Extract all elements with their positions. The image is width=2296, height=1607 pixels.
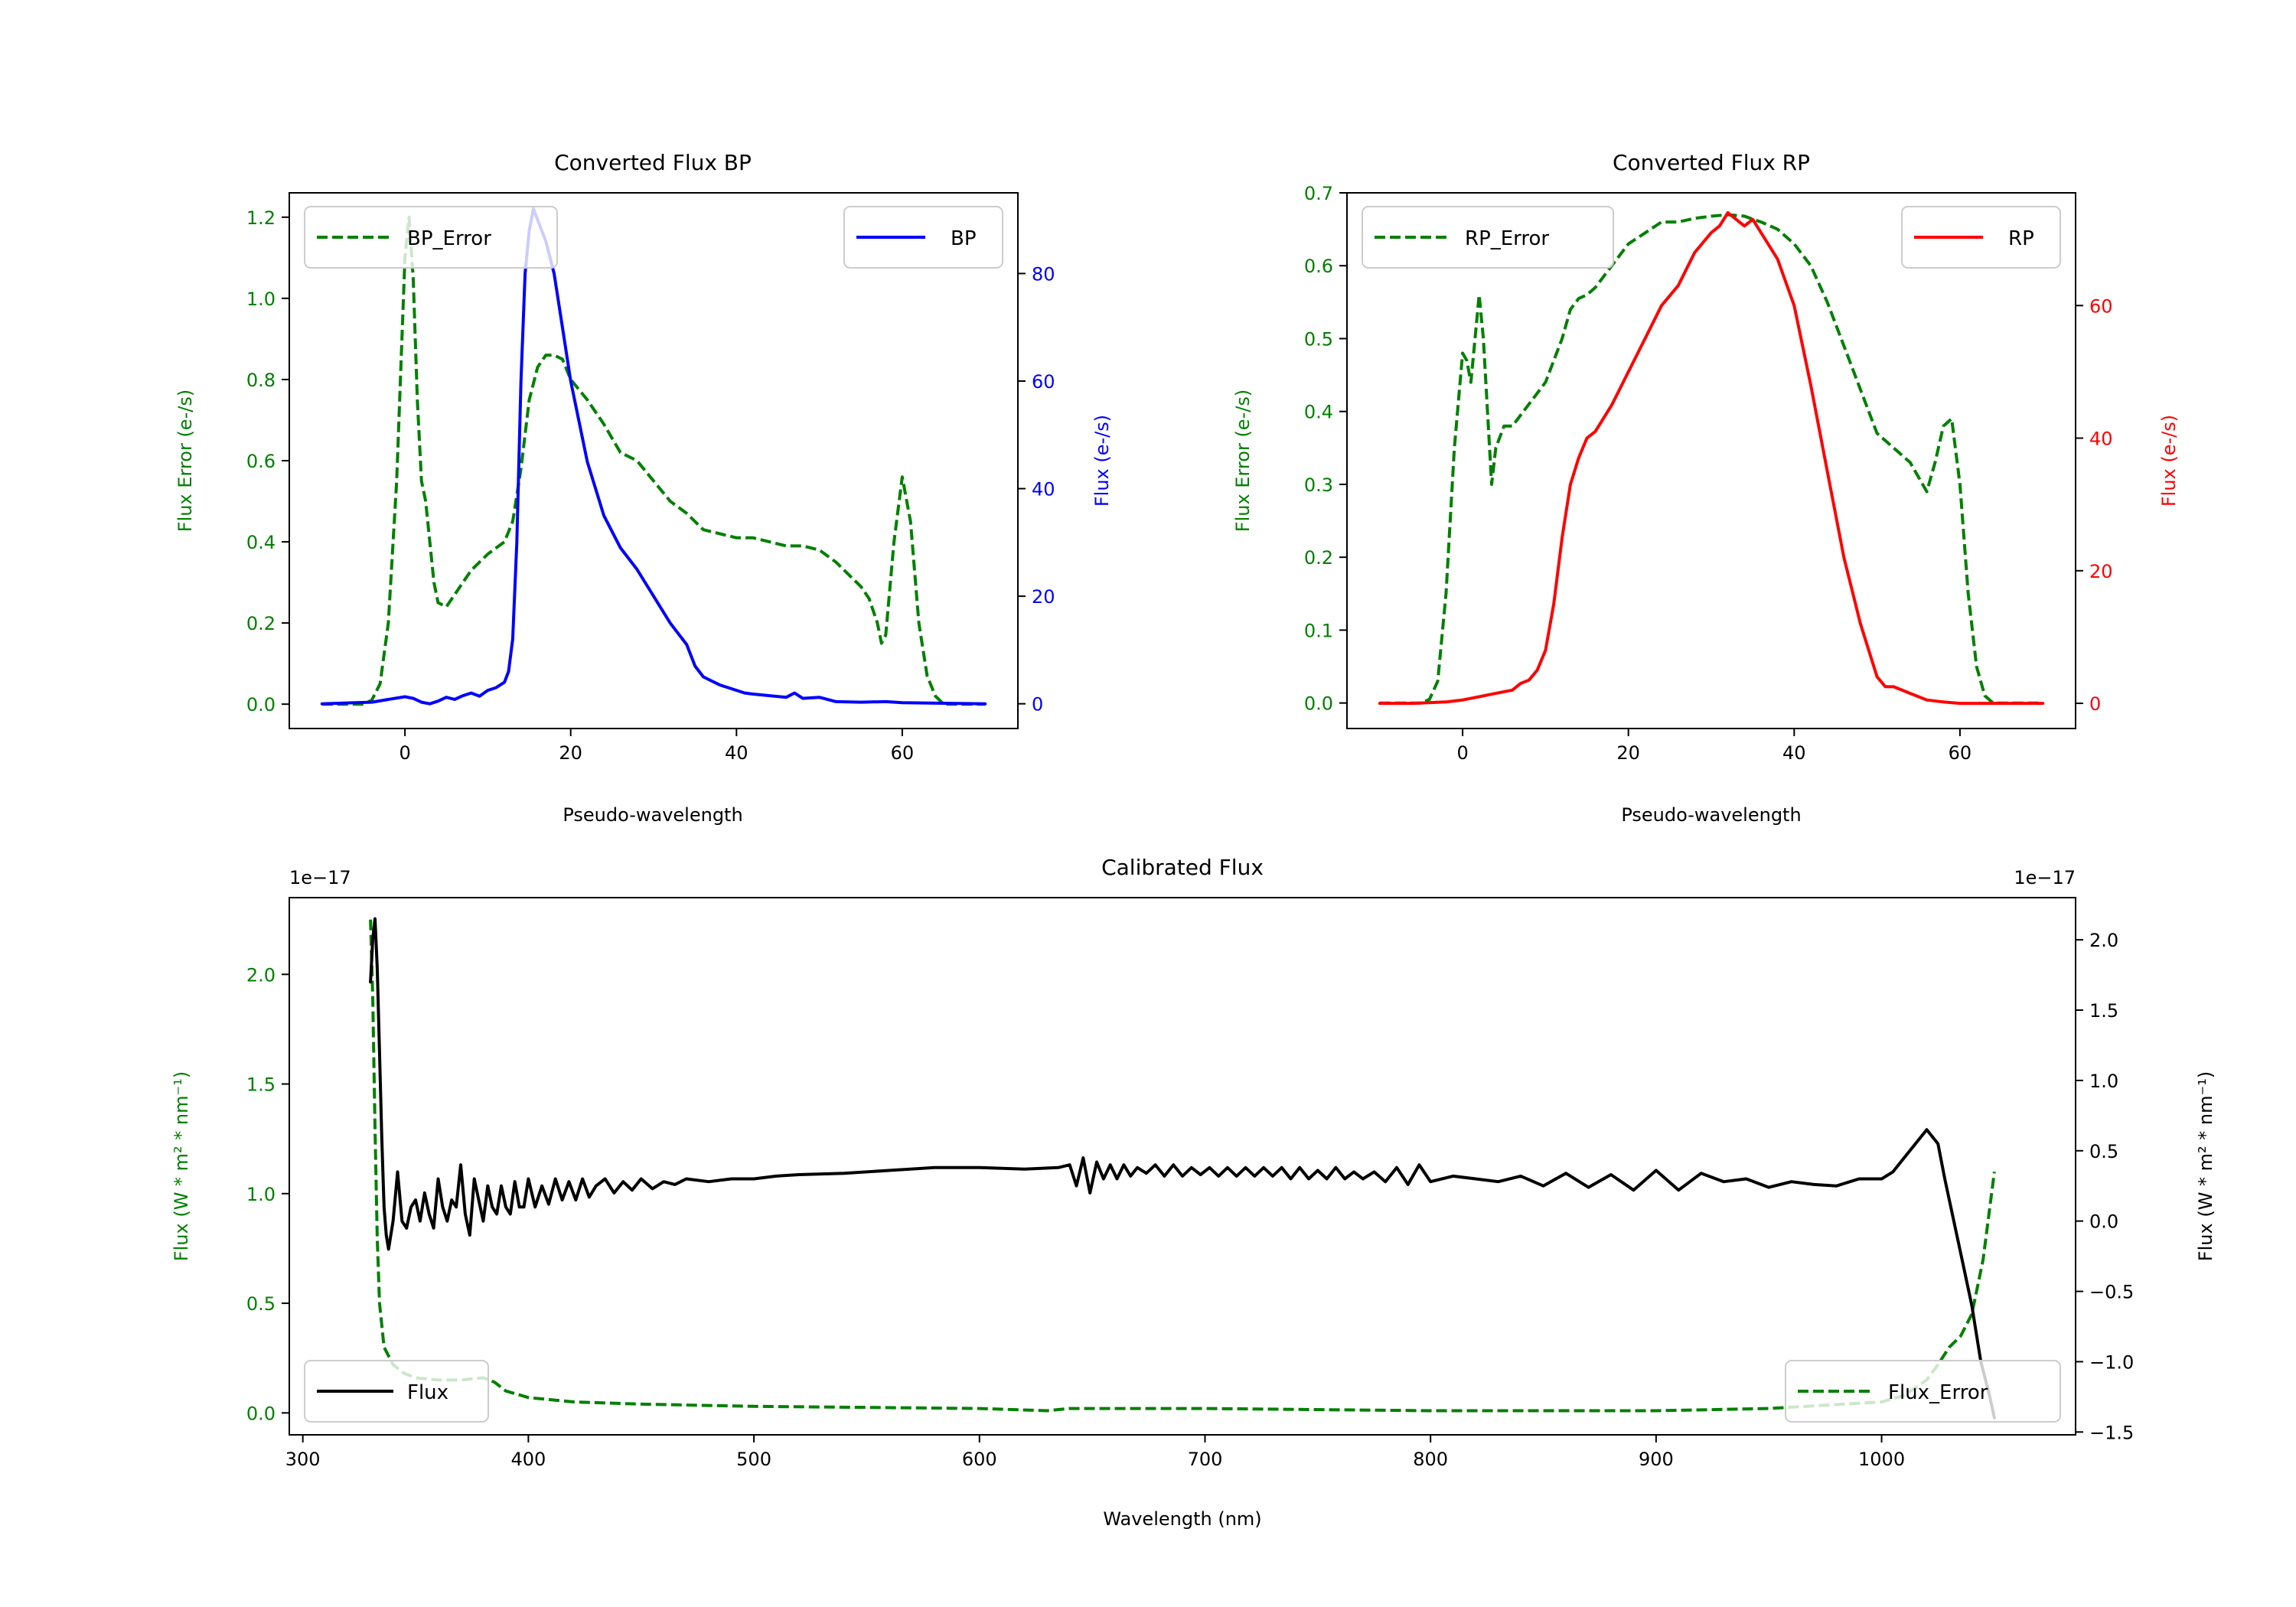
cal-ytick-left-label: 1.5 xyxy=(246,1074,276,1096)
cal-xtick-label: 600 xyxy=(962,1449,997,1470)
bp-xtick-label: 20 xyxy=(559,742,582,764)
cal-xtick-label: 700 xyxy=(1188,1449,1223,1470)
rp-ytick-right-label: 60 xyxy=(2089,295,2113,317)
rp-ytick-left-label: 0.0 xyxy=(1304,693,1333,715)
bp-ylabel-right: Flux (e-/s) xyxy=(1091,415,1113,507)
cal-legend-flux-box xyxy=(304,1360,489,1423)
rp-ylabel-right: Flux (e-/s) xyxy=(2158,415,2180,507)
cal-ylabel-left: Flux (W * m² * nm⁻¹) xyxy=(171,1071,192,1261)
cal-ytick-right-label: −0.5 xyxy=(2089,1282,2134,1303)
cal-ytick-right-label: −1.0 xyxy=(2089,1351,2134,1373)
bp-ytick-left-label: 0.2 xyxy=(246,613,276,634)
rp-xtick-label: 40 xyxy=(1782,742,1806,764)
cal-legend-flux-label: Flux xyxy=(407,1381,448,1404)
cal-xtick-label: 1000 xyxy=(1858,1449,1905,1470)
bp-series-bp-error xyxy=(321,215,986,706)
cal-series-flux xyxy=(369,917,1996,1420)
cal-ytick-left-label: 1.0 xyxy=(246,1184,276,1205)
rp-ytick-left-label: 0.4 xyxy=(1304,402,1333,423)
cal-ytick-right-label: −1.5 xyxy=(2089,1422,2134,1443)
bp-ytick-left-label: 0.6 xyxy=(246,451,276,472)
rp-title: Converted Flux RP xyxy=(1613,150,1810,175)
rp-ytick-left-label: 0.6 xyxy=(1304,256,1333,277)
cal-xtick-label: 500 xyxy=(736,1449,771,1470)
rp-series-rp xyxy=(1378,211,2045,706)
cal-xtick-label: 800 xyxy=(1413,1449,1448,1470)
panel-bp: Converted Flux BP 0 20 40 60 0.0 0.2 0.4 0.6 0.… xyxy=(174,150,1113,826)
bp-legend-error: BP_Error xyxy=(304,206,558,269)
bp-ytick-left-label: 0.8 xyxy=(246,370,276,391)
rp-ytick-left-label: 0.1 xyxy=(1304,620,1333,641)
cal-ytick-right-label: 0.5 xyxy=(2089,1141,2118,1162)
bp-ytick-right-label: 60 xyxy=(1032,371,1055,393)
cal-ytick-right-label: 2.0 xyxy=(2089,930,2118,951)
rp-ytick-left-label: 0.3 xyxy=(1304,474,1333,496)
rp-ytick-right-label: 0 xyxy=(2089,693,2101,715)
cal-xtick-label: 900 xyxy=(1639,1449,1674,1470)
bp-legend-error-label: BP_Error xyxy=(407,227,491,250)
rp-ytick-right-label: 20 xyxy=(2089,561,2113,582)
rp-ylabel-left: Flux Error (e-/s) xyxy=(1232,390,1254,532)
cal-title: Calibrated Flux xyxy=(1101,855,1264,880)
cal-xlabel: Wavelength (nm) xyxy=(1103,1508,1261,1530)
cal-legend-flux: Flux xyxy=(304,1360,489,1423)
bp-xtick-label: 0 xyxy=(399,742,410,764)
cal-ylabel-right: Flux (W * m² * nm⁻¹) xyxy=(2195,1071,2216,1261)
bp-ytick-left-label: 0.0 xyxy=(246,694,276,715)
bp-ytick-right-label: 20 xyxy=(1032,586,1055,608)
rp-series-rp-error xyxy=(1379,213,2043,705)
bp-ytick-left-label: 0.4 xyxy=(246,532,276,553)
rp-ytick-left-label: 0.5 xyxy=(1304,328,1333,350)
panel-calibrated: Calibrated Flux 300 400 500 600 700 800 900 100… xyxy=(171,855,2216,1530)
cal-legend-error: Flux_Error xyxy=(1785,1360,2061,1423)
rp-xtick-label: 0 xyxy=(1456,742,1468,764)
rp-legend-flux: RP xyxy=(1901,206,2061,269)
cal-ytick-right-label: 1.5 xyxy=(2089,1000,2118,1022)
bp-title: Converted Flux BP xyxy=(554,150,752,175)
bp-ytick-right-label: 0 xyxy=(1032,694,1043,715)
cal-series-flux-error xyxy=(369,919,1996,1413)
bp-ytick-right-label: 80 xyxy=(1032,263,1055,285)
bp-legend-flux-label: BP xyxy=(951,227,977,250)
rp-legend-flux-label: RP xyxy=(2008,227,2034,250)
cal-plot-frame xyxy=(289,897,2076,1436)
bp-xlabel: Pseudo-wavelength xyxy=(563,804,742,826)
rp-plot-frame xyxy=(1346,192,2076,729)
bp-ytick-left-label: 1.2 xyxy=(246,207,276,229)
bp-xtick-label: 40 xyxy=(725,742,748,764)
cal-ytick-right-label: 1.0 xyxy=(2089,1071,2118,1092)
rp-xtick-label: 20 xyxy=(1616,742,1640,764)
cal-ytick-right-label: 0.0 xyxy=(2089,1211,2118,1233)
bp-ylabel-left: Flux Error (e-/s) xyxy=(174,390,196,532)
rp-ytick-left-label: 0.2 xyxy=(1304,547,1333,569)
cal-legend-error-box xyxy=(1785,1360,2061,1423)
rp-ytick-left-label: 0.7 xyxy=(1304,183,1333,204)
cal-offset-left: 1e−17 xyxy=(289,867,351,888)
bp-ytick-right-label: 40 xyxy=(1032,479,1055,500)
bp-xtick-label: 60 xyxy=(891,742,915,764)
cal-xtick-label: 300 xyxy=(285,1449,321,1470)
rp-legend-error: RP_Error xyxy=(1362,206,1614,269)
rp-legend-error-box xyxy=(1362,206,1614,269)
bp-ytick-left-label: 1.0 xyxy=(246,288,276,310)
cal-legend-error-label: Flux_Error xyxy=(1888,1381,1988,1404)
rp-xlabel: Pseudo-wavelength xyxy=(1621,804,1801,826)
rp-xtick-label: 60 xyxy=(1949,742,1972,764)
cal-ytick-left-label: 0.5 xyxy=(246,1293,276,1315)
rp-legend-error-label: RP_Error xyxy=(1465,227,1549,250)
bp-legend-flux: BP xyxy=(843,206,1003,269)
cal-xtick-label: 400 xyxy=(510,1449,546,1470)
rp-ytick-right-label: 40 xyxy=(2089,429,2113,450)
bp-legend-error-box xyxy=(304,206,558,269)
cal-ytick-left-label: 0.0 xyxy=(246,1403,276,1424)
panel-rp: Converted Flux RP 0 20 40 60 0.0 0.1 0.2 0.3 0.… xyxy=(1232,150,2180,826)
cal-ytick-left-label: 2.0 xyxy=(246,964,276,986)
cal-offset-right: 1e−17 xyxy=(2014,867,2076,888)
